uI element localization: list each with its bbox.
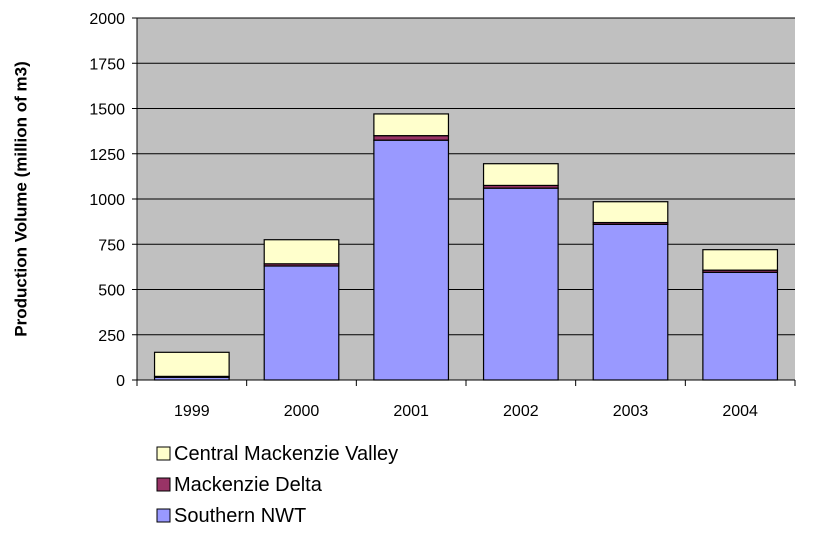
bar-segment-southern-nwt — [592, 223, 669, 381]
gridlines — [137, 17, 795, 336]
y-tick-label: 2000 — [89, 11, 125, 28]
y-tick-label: 1500 — [89, 102, 125, 119]
legend: Central Mackenzie Valley Mackenzie Delta S… — [156, 443, 398, 527]
bar-segment-southern-nwt — [263, 265, 340, 381]
y-tick-label: 1250 — [89, 147, 125, 164]
legend-swatch-central-mackenzie-valley — [156, 446, 171, 461]
y-tick-label: 1000 — [89, 192, 125, 209]
axes — [132, 17, 796, 386]
bar-segment-central-mackenzie-valley — [702, 249, 779, 271]
bar-segment-southern-nwt — [482, 187, 559, 381]
bar-segment-central-mackenzie-valley — [153, 351, 230, 377]
y-tick-labels: 0 250 500 750 1000 1250 1500 1750 2000 — [89, 11, 125, 390]
bar-segment-southern-nwt — [702, 271, 779, 381]
x-tick-label: 2003 — [613, 403, 649, 420]
bar-segment-central-mackenzie-valley — [592, 201, 669, 224]
y-tick-label: 1750 — [89, 56, 125, 73]
bar-segment-southern-nwt — [373, 139, 450, 381]
x-tick-label: 2002 — [503, 403, 539, 420]
legend-label-mackenzie-delta: Mackenzie Delta — [174, 474, 323, 496]
x-tick-label: 2000 — [284, 403, 320, 420]
bar-segment-central-mackenzie-valley — [373, 113, 450, 137]
y-axis-title: Production Volume (million of m3) — [11, 61, 30, 336]
bar-segment-central-mackenzie-valley — [482, 163, 559, 187]
x-tick-labels: 1999 2000 2001 2002 2003 2004 — [174, 403, 758, 420]
legend-swatch-mackenzie-delta — [156, 477, 171, 492]
legend-label-central-mackenzie-valley: Central Mackenzie Valley — [174, 443, 398, 465]
legend-label-southern-nwt: Southern NWT — [174, 505, 306, 527]
bar-segment-mackenzie-delta — [373, 135, 450, 141]
x-tick-label: 2001 — [393, 403, 429, 420]
legend-swatch-southern-nwt — [156, 508, 171, 523]
bar-segment-central-mackenzie-valley — [263, 239, 340, 265]
x-tick-label: 1999 — [174, 403, 210, 420]
x-tick-label: 2004 — [722, 403, 758, 420]
y-tick-label: 500 — [98, 283, 125, 300]
y-tick-label: 750 — [98, 237, 125, 254]
y-tick-label: 0 — [116, 373, 125, 390]
y-tick-label: 250 — [98, 328, 125, 345]
